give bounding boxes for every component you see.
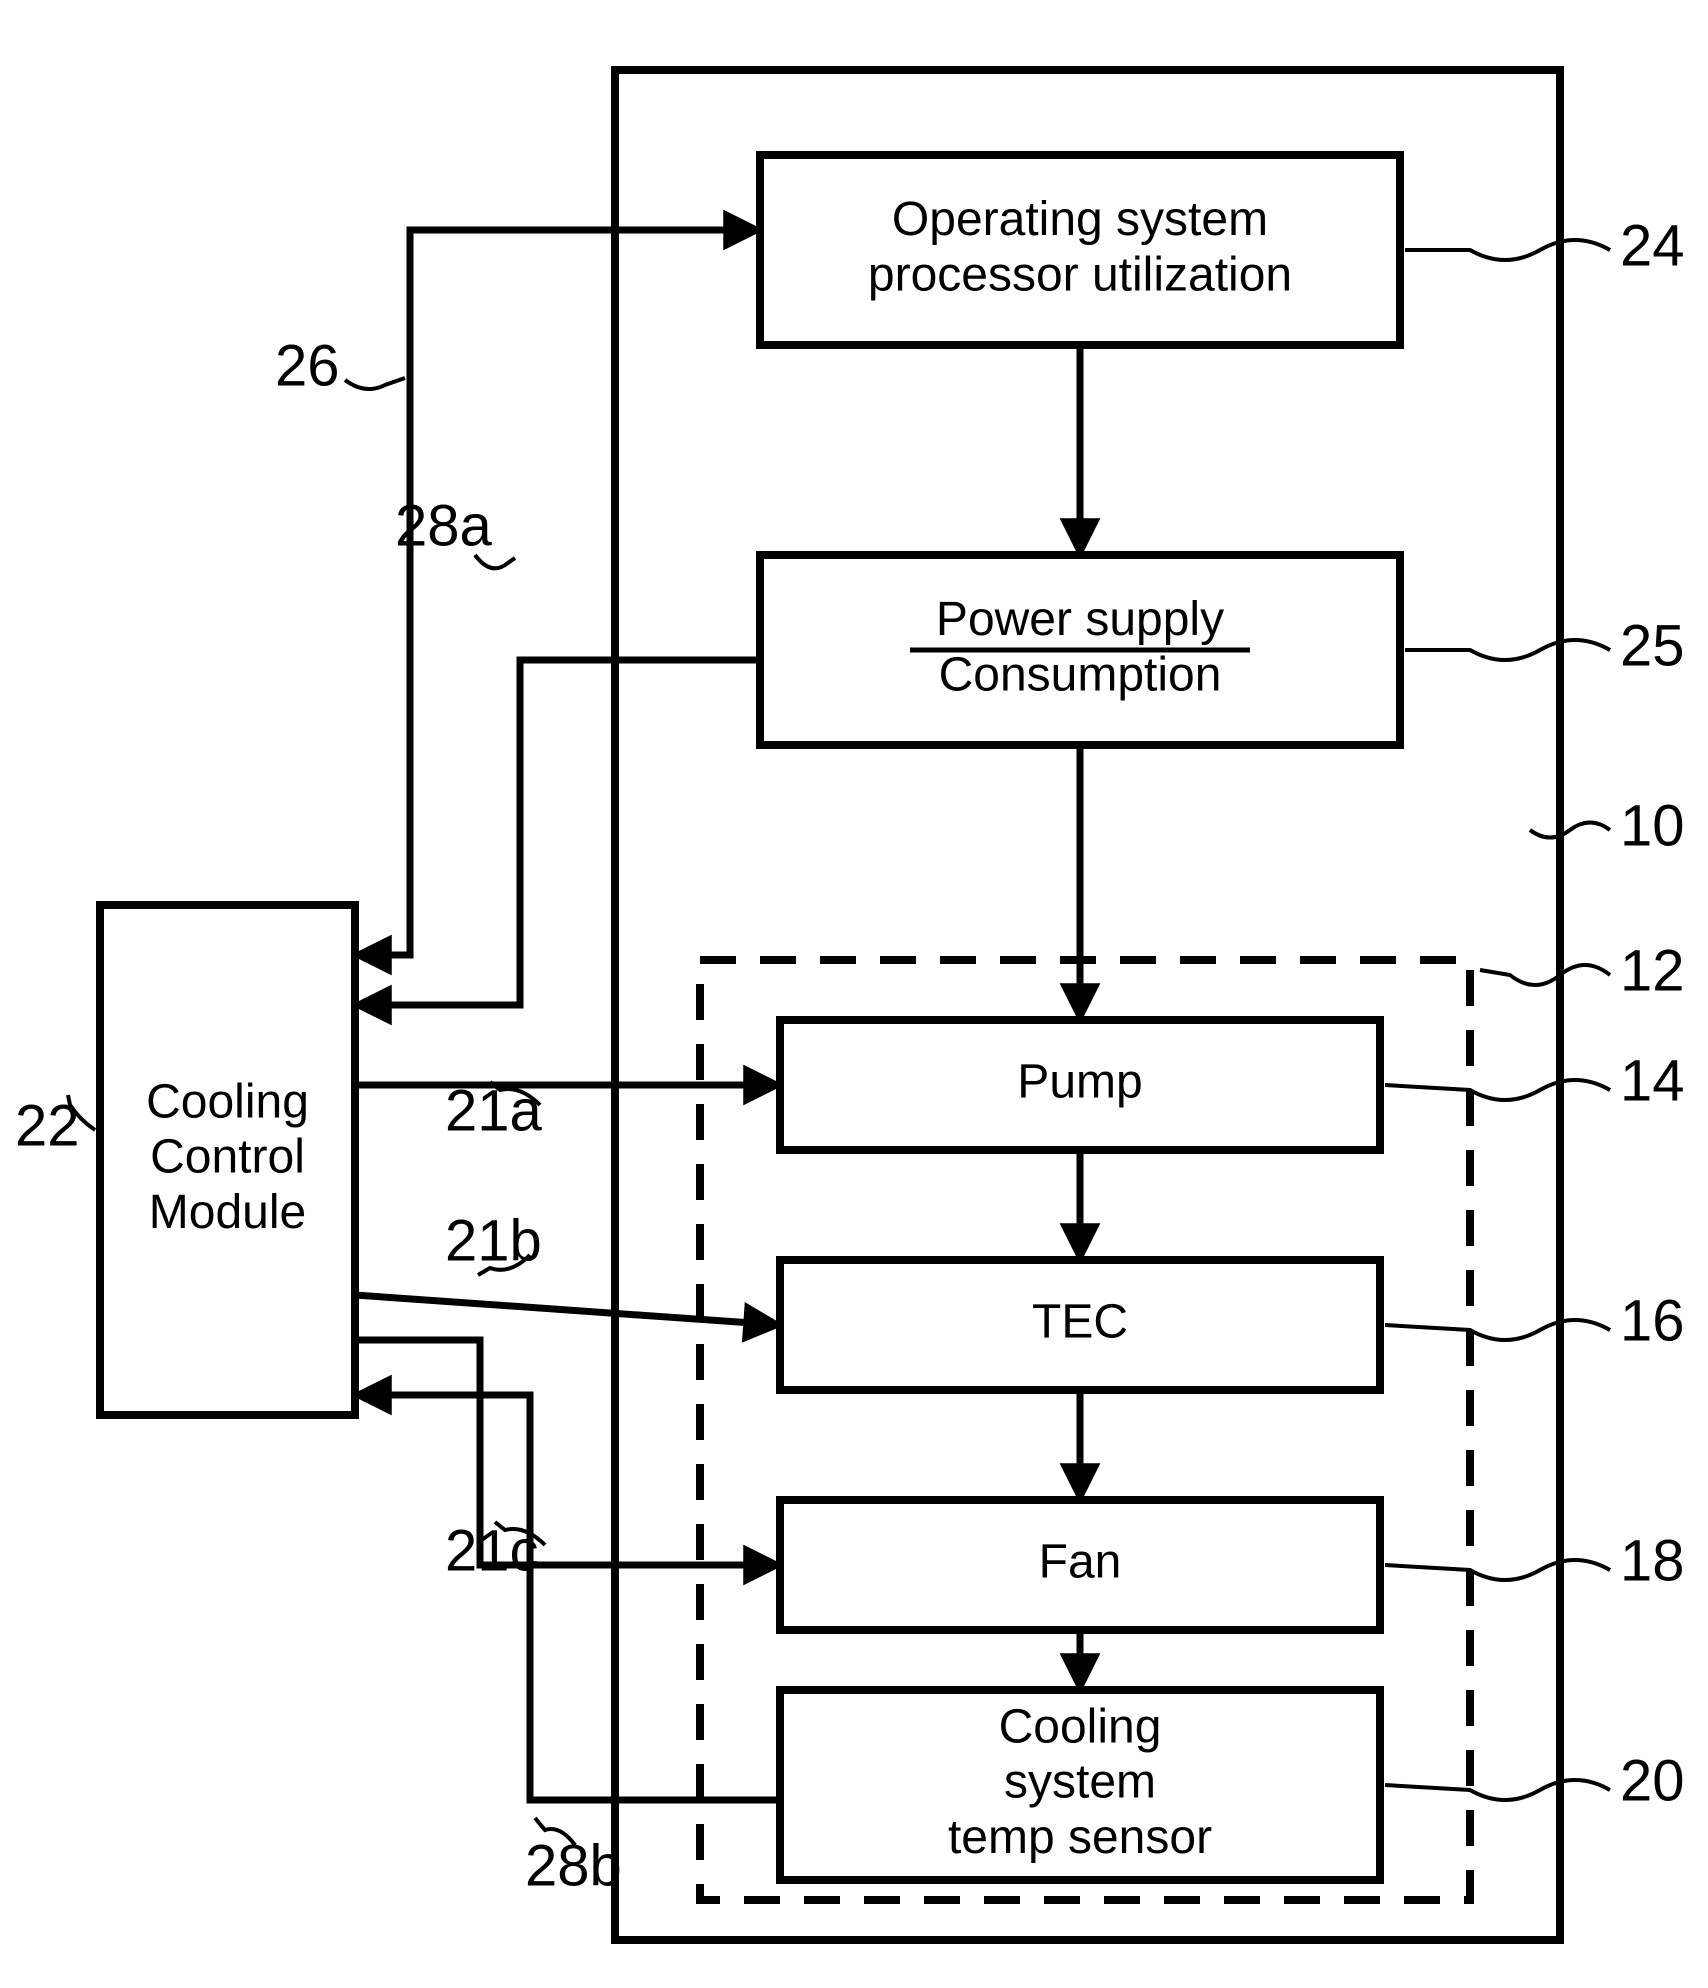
ref-25: 25 (1620, 613, 1685, 678)
ref-18: 18 (1620, 1528, 1685, 1593)
pwr-box-label: Power supply (936, 593, 1224, 646)
cooling-control-module-box-label: Cooling (146, 1075, 309, 1128)
os-box-label: Operating system (892, 193, 1268, 246)
ref-16: 16 (1620, 1288, 1685, 1353)
fan-box-label: Fan (1039, 1536, 1122, 1589)
cool-box-label: temp sensor (948, 1811, 1212, 1864)
pump-box-label: Pump (1017, 1056, 1142, 1109)
ref-20: 20 (1620, 1748, 1685, 1813)
ref-10: 10 (1620, 793, 1685, 858)
tec-box-label: TEC (1032, 1296, 1128, 1349)
pwr-box-label: Consumption (939, 648, 1222, 701)
ref-14: 14 (1620, 1048, 1685, 1113)
ref-21a: 21a (445, 1078, 543, 1143)
ref-21c: 21c (445, 1518, 539, 1583)
cooling-control-module-box-label: Module (149, 1186, 306, 1239)
ref-12: 12 (1620, 938, 1685, 1003)
ref-28a: 28a (395, 493, 493, 558)
os-box-label: processor utilization (868, 248, 1292, 301)
cool-box-label: system (1004, 1756, 1156, 1809)
ref-21b: 21b (445, 1208, 542, 1273)
cooling-control-module-box-label: Control (150, 1131, 305, 1184)
ref-24: 24 (1620, 213, 1685, 278)
ref-26: 26 (275, 333, 340, 398)
cool-box-label: Cooling (999, 1700, 1162, 1753)
lead-26 (345, 378, 405, 389)
